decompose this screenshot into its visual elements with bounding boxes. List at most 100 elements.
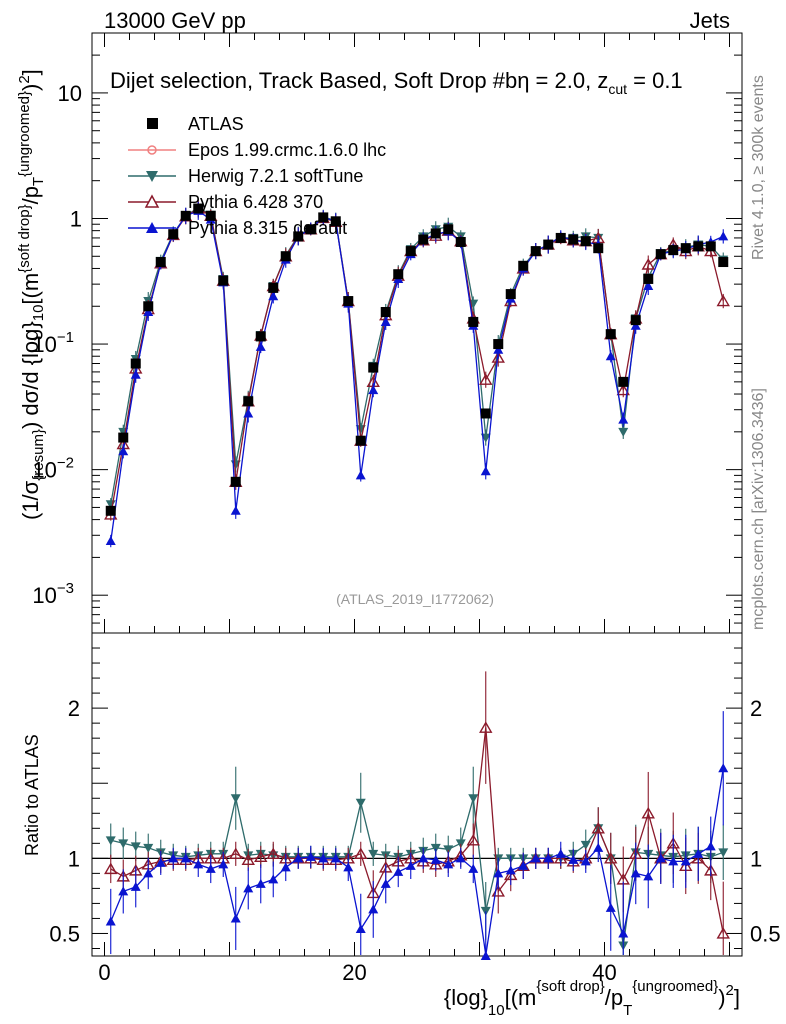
data-point-atlas (268, 282, 279, 293)
data-point-atlas (318, 212, 329, 223)
ratio-point-pythia8 (430, 854, 441, 864)
ratio-tick-label-0.5-right: 0.5 (750, 921, 781, 946)
y-axis-title: (1/σ{resum}) dσ/d {log}10[(m{soft drop}/… (16, 69, 47, 520)
x-tick-label-20: 20 (342, 960, 366, 985)
analysis-watermark: (ATLAS_2019_I1772062) (336, 591, 494, 607)
ratio-point-pythia8 (468, 863, 479, 873)
data-point-atlas (368, 362, 379, 373)
legend-marker-pythia8 (146, 222, 158, 233)
ratio-point-pythia8 (668, 856, 679, 866)
ratio-point-pythia8 (405, 860, 416, 870)
ratio-point-pythia8 (280, 862, 291, 872)
ratio-point-pythia8 (568, 854, 579, 864)
ratio-point-pythia8 (718, 763, 729, 773)
ratio-point-pythia8 (505, 865, 516, 875)
data-point-atlas (393, 269, 404, 280)
ratio-point-herwig (105, 836, 116, 846)
data-point-pythia8 (268, 291, 279, 301)
data-point-atlas (593, 243, 604, 254)
data-point-pythia8 (355, 470, 366, 480)
ratio-point-pythia6 (479, 721, 493, 733)
data-point-atlas (143, 301, 154, 312)
ratio-point-pythia8 (180, 853, 191, 863)
data-point-pythia6 (491, 351, 505, 363)
ratio-plot-frame (91, 632, 743, 957)
ratio-point-herwig (130, 842, 141, 852)
data-point-atlas (580, 236, 591, 247)
data-point-pythia8 (493, 344, 504, 354)
x-title-g: {ungroomed} (632, 978, 718, 995)
y-tick-label-0.01: 10−2 (32, 455, 74, 483)
ratio-point-pythia8 (643, 871, 654, 881)
ratio-line-pythia6 (110, 727, 724, 934)
ratio-point-pythia8 (143, 868, 154, 878)
ratio-point-pythia8 (130, 881, 141, 891)
y-title-k: 2 (16, 75, 33, 83)
data-point-atlas (605, 329, 616, 340)
ratio-point-pythia6 (604, 851, 618, 864)
ratio-point-pythia8 (455, 853, 466, 863)
x-title-f: T (623, 1002, 632, 1019)
ratio-point-pythia8 (255, 878, 266, 888)
ratio-point-pythia6 (354, 847, 368, 860)
ratio-point-pythia8 (443, 859, 454, 869)
data-point-atlas (543, 239, 554, 250)
data-point-pythia8 (380, 316, 391, 326)
y-tick-label-1: 1 (70, 206, 82, 231)
ratio-point-pythia8 (593, 842, 604, 852)
ratio-point-pythia6 (241, 853, 255, 866)
data-point-atlas (493, 339, 504, 350)
ratio-point-pythia8 (243, 883, 254, 893)
data-point-pythia8 (480, 466, 491, 476)
ratio-point-pythia8 (693, 848, 704, 858)
data-point-atlas (630, 315, 641, 326)
data-point-atlas (380, 307, 391, 318)
ratio-point-pythia8 (155, 857, 166, 867)
data-point-atlas (643, 273, 654, 284)
ratio-point-pythia8 (168, 853, 179, 863)
data-point-atlas (443, 224, 454, 235)
legend-marker-pythia6 (144, 194, 160, 208)
ratio-point-herwig (468, 794, 479, 804)
ratio-point-pythia6 (466, 833, 480, 846)
y-title-h: T (30, 177, 47, 186)
y-tick-label-0.1-exp: −1 (57, 329, 74, 346)
x-title-i: 2 (726, 982, 734, 999)
data-point-atlas (105, 505, 116, 516)
ratio-point-herwig (230, 794, 241, 804)
ratio-tick-label-1-right: 1 (750, 846, 762, 871)
rivet-label: Rivet 4.1.0, ≥ 300k events (750, 75, 767, 260)
data-point-atlas (518, 260, 529, 271)
ratio-point-pythia8 (293, 853, 304, 863)
data-point-pythia8 (618, 414, 629, 424)
data-point-atlas (655, 249, 666, 260)
legend-label-atlas: ATLAS (188, 114, 244, 134)
data-point-pythia8 (105, 536, 116, 546)
chart-title-sub: cut (608, 81, 627, 97)
data-point-pythia8 (255, 341, 266, 351)
data-point-atlas (668, 245, 679, 256)
ratio-point-pythia8 (605, 902, 616, 912)
chart-title: Dijet selection, Track Based, Soft Drop … (110, 68, 683, 97)
data-point-pythia8 (130, 369, 141, 379)
chart-title-main: Dijet selection, Track Based, Soft Drop … (110, 68, 517, 93)
data-point-pythia8 (230, 505, 241, 515)
ratio-point-pythia8 (618, 928, 629, 938)
y-title-d: 10 (30, 305, 47, 322)
data-point-atlas (130, 358, 141, 369)
ratio-point-pythia6 (104, 862, 118, 875)
legend-label-pythia8: Pythia 8.315 default (188, 218, 347, 238)
data-point-pythia8 (643, 280, 654, 290)
data-point-pythia8 (118, 446, 129, 456)
legend-label-pythia6: Pythia 6.428 370 (188, 192, 323, 212)
ratio-point-herwig (355, 798, 366, 808)
data-point-atlas (693, 241, 704, 252)
data-point-pythia8 (605, 351, 616, 361)
ratio-tick-label-2-left: 2 (68, 696, 80, 721)
y-title-c: ) dσ/d {log} (18, 321, 43, 429)
ratio-point-pythia8 (355, 923, 366, 933)
y-tick-label-0.01-base: 10 (32, 458, 56, 483)
y-tick-label-0.001: 10−3 (32, 580, 74, 608)
x-title-c: [(m (505, 985, 537, 1010)
